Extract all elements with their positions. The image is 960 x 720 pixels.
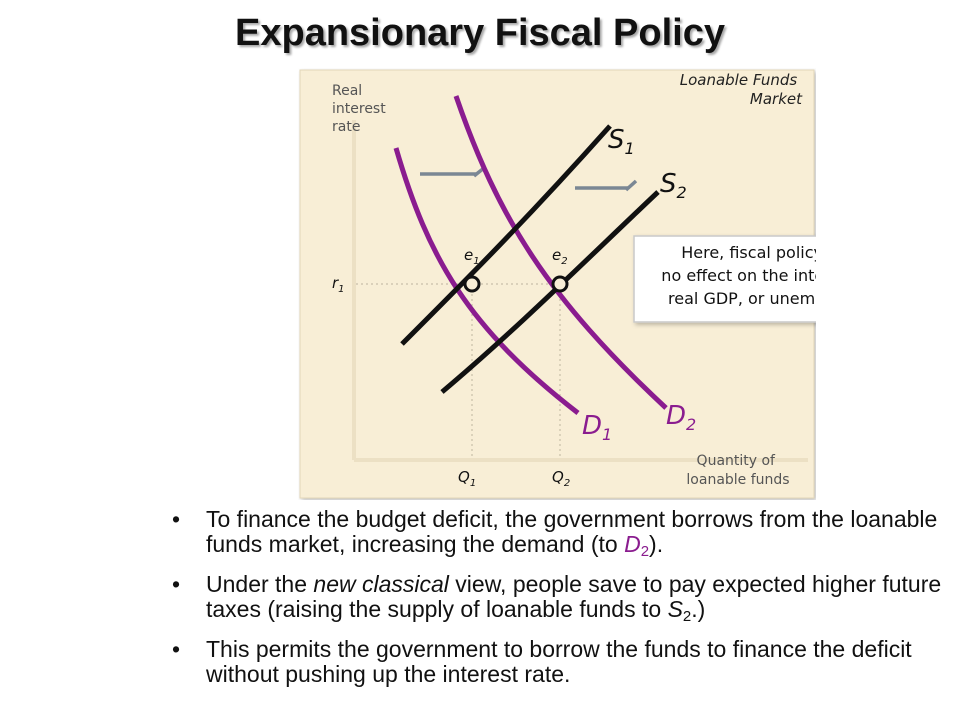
x-axis-label: Quantity of loanable funds xyxy=(686,453,789,488)
supply-curve-s2 xyxy=(440,190,660,394)
bullet-item-3: • This permits the government to borrow … xyxy=(172,637,960,687)
r1-label: r1 xyxy=(332,274,345,295)
bullet-dot: • xyxy=(172,506,181,532)
bullet-2-text: Under the xyxy=(206,571,314,597)
bullet-list: • To finance the budget deficit, the gov… xyxy=(172,507,960,695)
bullet-2-sub: 2 xyxy=(682,608,692,625)
supply-shift-arrow-right xyxy=(575,179,638,192)
s1-label: S1 xyxy=(608,125,635,158)
bullet-1-d: D xyxy=(624,531,641,557)
bullet-dot: • xyxy=(172,571,181,597)
y-axis-label-line1: Real xyxy=(332,83,362,99)
y-axis-label: Real interest rate xyxy=(332,83,390,135)
market-label-line1: Loanable Funds xyxy=(680,71,798,89)
bullet-2-s: S xyxy=(667,596,683,622)
bullet-item-2: • Under the new classical view, people s… xyxy=(172,572,960,629)
y-axis-label-line2: interest xyxy=(332,101,386,117)
bullet-dot: • xyxy=(172,636,181,662)
x-axis-label-line2: loanable funds xyxy=(686,472,789,488)
y-axis-label-line3: rate xyxy=(332,119,360,135)
demand-curve-d2 xyxy=(453,95,668,410)
d2-label: D2 xyxy=(666,401,696,434)
bullet-2-end: .) xyxy=(691,596,706,622)
supply-curve-s1 xyxy=(400,124,612,346)
bullet-item-1: • To finance the budget deficit, the gov… xyxy=(172,507,960,564)
bullet-2-italic: new classical xyxy=(313,571,449,597)
slide-title: Expansionary Fiscal Policy xyxy=(235,12,725,54)
bullet-1-sub: 2 xyxy=(640,543,650,560)
callout-line2: no effect on the interest rate, xyxy=(661,266,816,285)
e2-label: e2 xyxy=(552,246,568,267)
callout-box: Here, fiscal policy exerts no effect on … xyxy=(633,235,816,323)
equilibrium-point-e1 xyxy=(463,275,481,293)
q2-label: Q2 xyxy=(552,468,570,489)
callout-line3: real GDP, or unemployment. xyxy=(668,289,816,308)
equilibrium-point-e2 xyxy=(551,275,569,293)
svg-text:Here, fiscal policy exerts: Here, fiscal policy exerts no effect on … xyxy=(661,243,816,308)
s2-label: S2 xyxy=(660,169,687,202)
market-label-line2: Market xyxy=(750,90,803,108)
bullet-1-end: ). xyxy=(649,531,664,557)
q1-label: Q1 xyxy=(458,468,476,489)
bullet-3-text: This permits the government to borrow th… xyxy=(206,636,912,687)
callout-line1: Here, fiscal policy exerts xyxy=(681,243,816,262)
e1-label: e1 xyxy=(464,246,480,267)
loanable-funds-diagram: Loanable Funds Market Real interest rate… xyxy=(299,69,816,499)
d1-label: D1 xyxy=(582,411,612,444)
bullet-1-text: To finance the budget deficit, the gover… xyxy=(206,506,938,557)
market-label: Loanable Funds Market xyxy=(680,71,803,108)
x-axis-label-line1: Quantity of xyxy=(697,453,777,469)
bullet-2-text-b: view, people save to pay expected higher… xyxy=(206,571,942,622)
